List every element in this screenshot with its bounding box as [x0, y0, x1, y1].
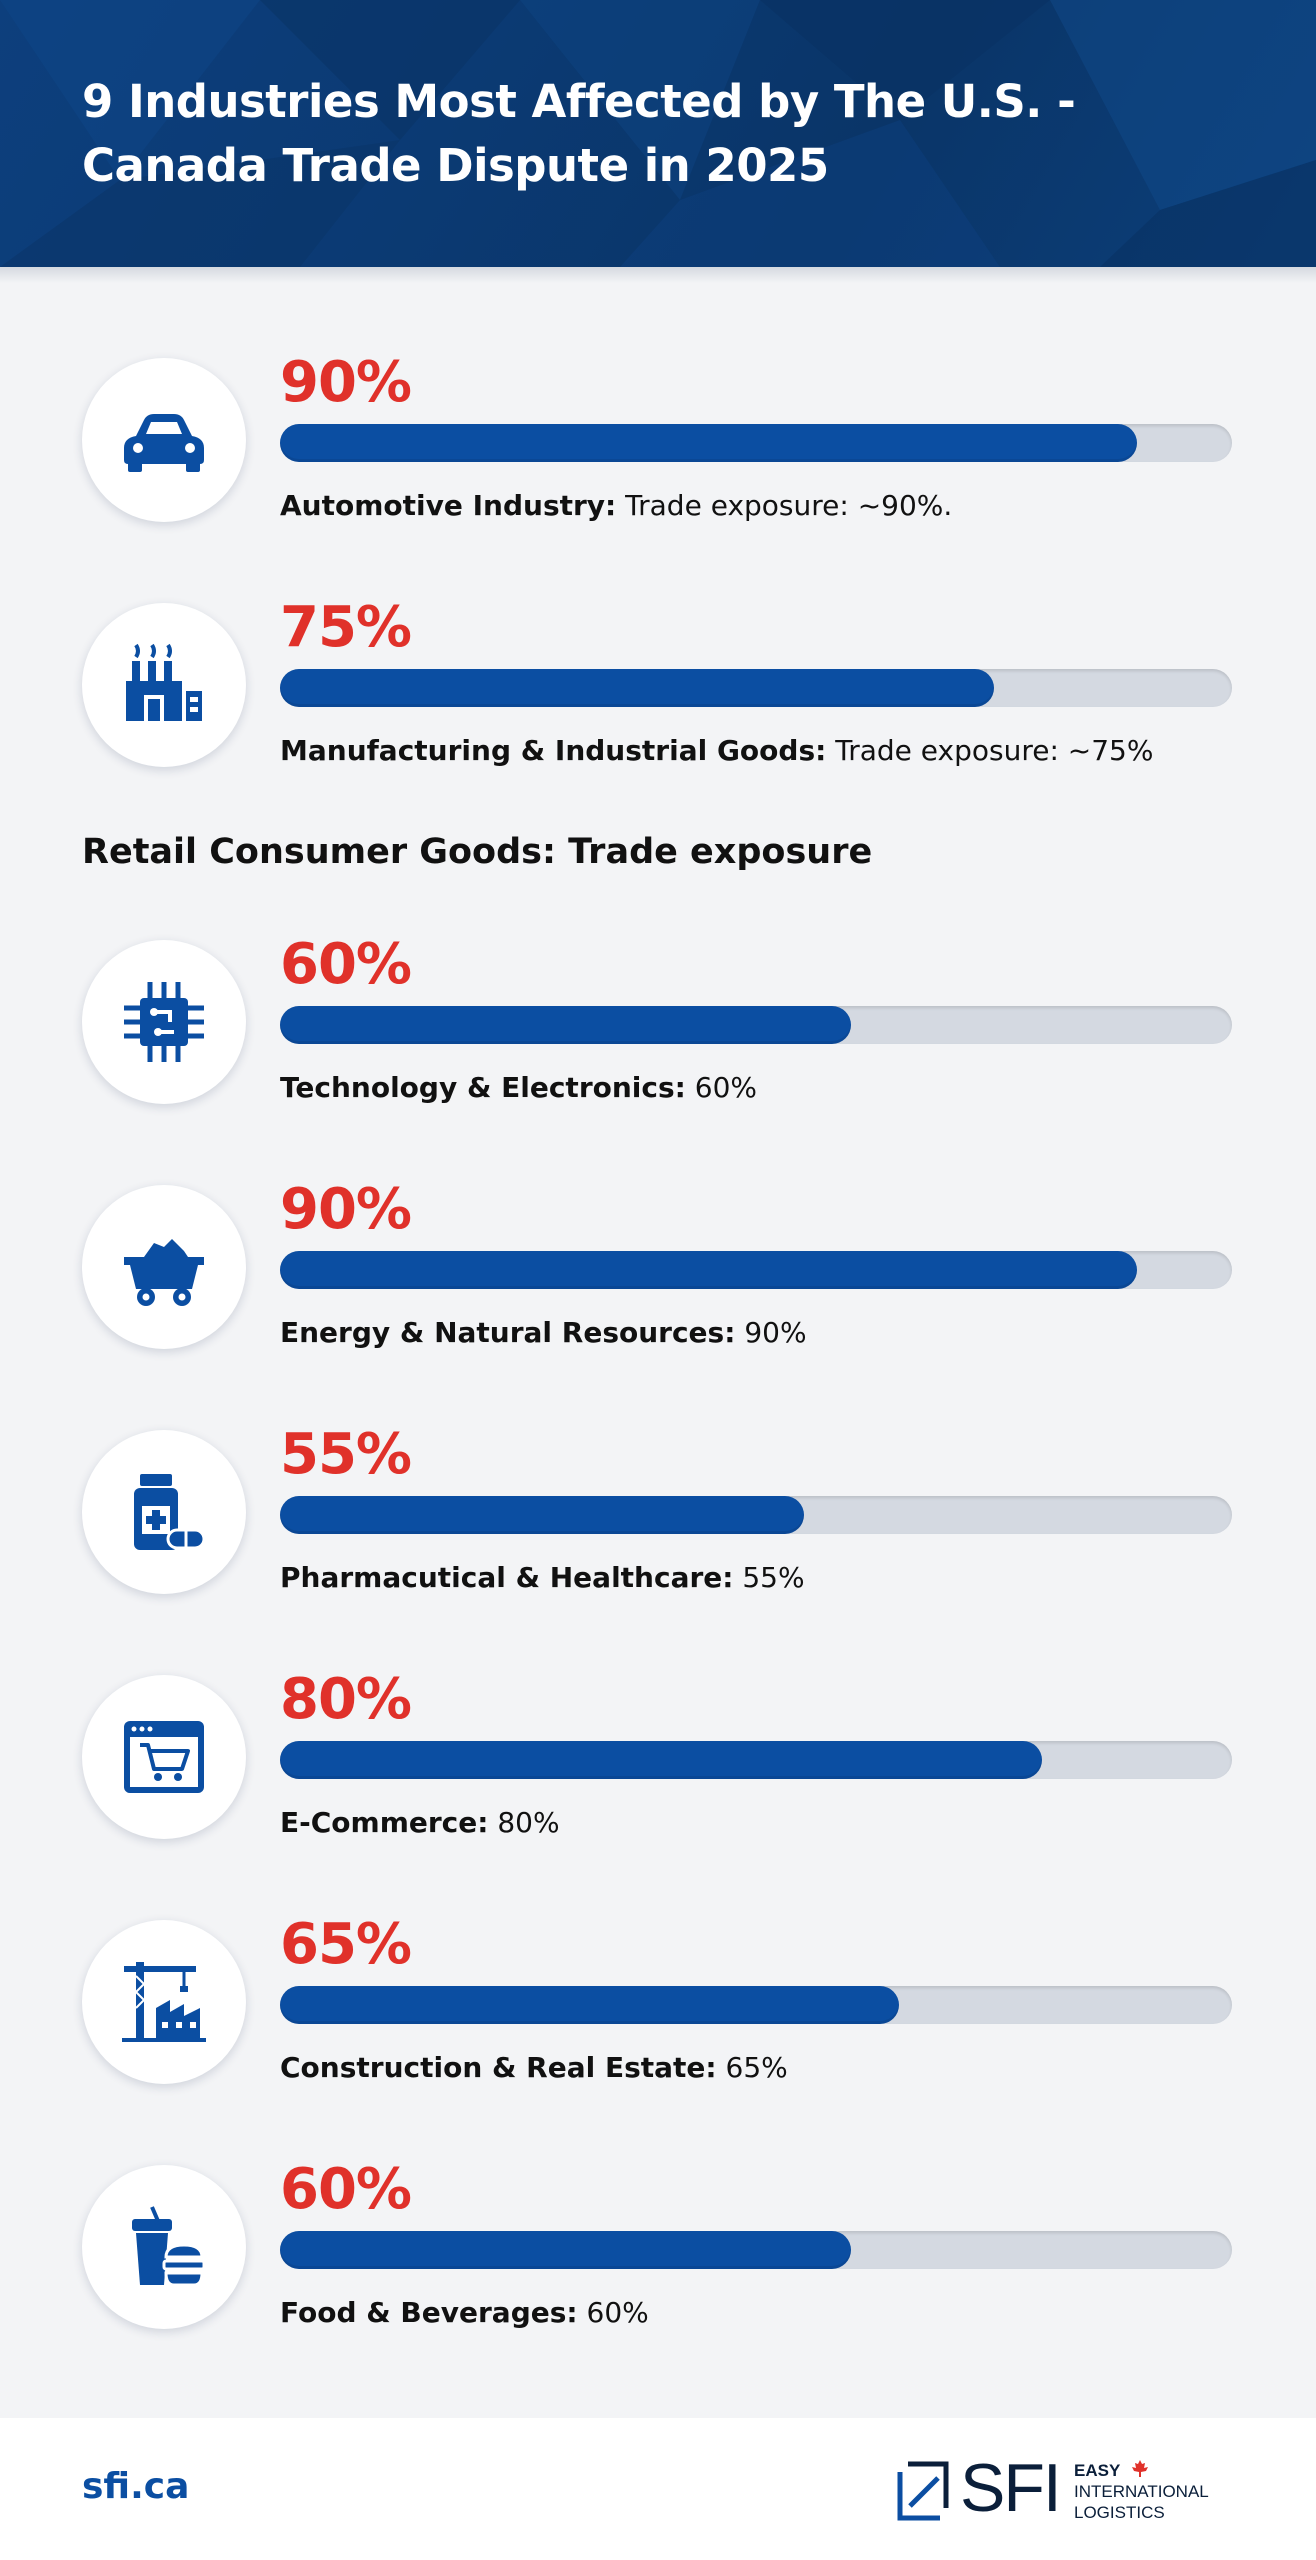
- progress-fill: [280, 1496, 804, 1534]
- industry-name: Energy & Natural Resources:: [280, 1316, 736, 1349]
- percent-value: 75%: [280, 595, 412, 660]
- industry-name: Pharmacutical & Healthcare:: [280, 1561, 734, 1594]
- progress-track: [280, 1986, 1232, 2024]
- industry-label: Food & Beverages: 60%: [280, 2293, 649, 2333]
- progress-track: [280, 1741, 1232, 1779]
- percent-value: 80%: [280, 1667, 412, 1732]
- industry-name: E-Commerce:: [280, 1806, 489, 1839]
- icon-badge: [82, 2165, 246, 2329]
- progress-fill: [280, 2231, 852, 2269]
- industry-detail: 80%: [488, 1806, 560, 1839]
- logo-tag-international: INTERNATIONAL: [1074, 2482, 1209, 2501]
- industry-name: Manufacturing & Industrial Goods:: [280, 734, 827, 767]
- progress-track: [280, 2231, 1232, 2269]
- progress-track: [280, 1006, 1232, 1044]
- construction-icon: [122, 1962, 206, 2042]
- progress-track: [280, 1251, 1232, 1289]
- industry-label: Energy & Natural Resources: 90%: [280, 1313, 807, 1353]
- industry-detail: 60%: [685, 1071, 757, 1104]
- progress-fill: [280, 424, 1137, 462]
- progress-fill: [280, 669, 994, 707]
- header-shadow: [0, 267, 1316, 283]
- percent-value: 90%: [280, 350, 412, 415]
- microchip-icon: [124, 982, 204, 1062]
- logo-tagline: EASY INTERNATIONAL LOGISTICS: [1074, 2460, 1209, 2523]
- industry-name: Technology & Electronics:: [280, 1071, 686, 1104]
- industry-label: Construction & Real Estate: 65%: [280, 2048, 788, 2088]
- icon-badge: [82, 1920, 246, 2084]
- icon-badge: [82, 603, 246, 767]
- icon-badge: [82, 940, 246, 1104]
- progress-fill: [280, 1986, 899, 2024]
- industry-label: Pharmacutical & Healthcare: 55%: [280, 1558, 805, 1598]
- industry-row: 80% E-Commerce: 80%: [0, 1667, 1316, 1905]
- industry-detail: Trade exposure: ~90%.: [616, 489, 953, 522]
- industry-row: 65% Construction & Real Estate: 65%: [0, 1912, 1316, 2150]
- logo-tag-easy: EASY: [1074, 2461, 1121, 2480]
- section-heading: Retail Consumer Goods: Trade exposure: [82, 832, 873, 872]
- industry-row: 60% Food & Beverages: 60%: [0, 2157, 1316, 2395]
- industry-row: 55% Pharmacutical & Healthcare: 55%: [0, 1422, 1316, 1660]
- progress-fill: [280, 1741, 1042, 1779]
- percent-value: 60%: [280, 2157, 412, 2222]
- car-icon: [124, 414, 204, 472]
- industry-detail: 65%: [716, 2051, 788, 2084]
- header-banner: 9 Industries Most Affected by The U.S. -…: [0, 0, 1316, 267]
- progress-track: [280, 669, 1232, 707]
- industry-name: Construction & Real Estate:: [280, 2051, 717, 2084]
- header-pattern: [0, 0, 1316, 267]
- maple-leaf-icon: [1132, 2460, 1148, 2477]
- logo-tag-logistics: LOGISTICS: [1074, 2503, 1165, 2522]
- industry-label: E-Commerce: 80%: [280, 1803, 560, 1843]
- industry-row: 75% Manufacturing & Industrial Goods: Tr…: [0, 595, 1316, 833]
- medicine-icon: [134, 1474, 206, 1550]
- food-drink-icon: [132, 2206, 206, 2287]
- icon-badge: [82, 1675, 246, 1839]
- shopping-cart-icon: [124, 1721, 204, 1793]
- logo-name: SFI: [960, 2450, 1062, 2526]
- industry-label: Manufacturing & Industrial Goods: Trade …: [280, 731, 1153, 771]
- site-link[interactable]: sfi.ca: [82, 2466, 190, 2507]
- percent-value: 65%: [280, 1912, 412, 1977]
- icon-badge: [82, 1430, 246, 1594]
- factory-icon: [126, 643, 202, 721]
- mine-cart-icon: [124, 1239, 204, 1306]
- percent-value: 60%: [280, 932, 412, 997]
- percent-value: 55%: [280, 1422, 412, 1487]
- industry-detail: Trade exposure: ~75%: [826, 734, 1154, 767]
- progress-track: [280, 424, 1232, 462]
- industry-detail: 60%: [577, 2296, 649, 2329]
- percent-value: 90%: [280, 1177, 412, 1242]
- industry-row: 60% Technology & Electronics: 60%: [0, 932, 1316, 1170]
- industry-row: 90% Energy & Natural Resources: 90%: [0, 1177, 1316, 1415]
- industry-name: Food & Beverages:: [280, 2296, 578, 2329]
- progress-track: [280, 1496, 1232, 1534]
- industry-detail: 90%: [735, 1316, 807, 1349]
- progress-fill: [280, 1251, 1137, 1289]
- industry-row: 90% Automotive Industry: Trade exposure:…: [0, 350, 1316, 588]
- footer: sfi.ca SFI EASY INTERNATIONAL LOGISTICS: [0, 2418, 1316, 2560]
- industry-name: Automotive Industry:: [280, 489, 617, 522]
- industry-label: Automotive Industry: Trade exposure: ~90…: [280, 486, 952, 526]
- progress-fill: [280, 1006, 852, 1044]
- company-logo: SFI EASY INTERNATIONAL LOGISTICS: [894, 2450, 1234, 2532]
- industry-label: Technology & Electronics: 60%: [280, 1068, 757, 1108]
- page-title: 9 Industries Most Affected by The U.S. -…: [82, 75, 1076, 192]
- logo-mark-icon: [897, 2461, 949, 2521]
- industry-detail: 55%: [733, 1561, 805, 1594]
- icon-badge: [82, 358, 246, 522]
- icon-badge: [82, 1185, 246, 1349]
